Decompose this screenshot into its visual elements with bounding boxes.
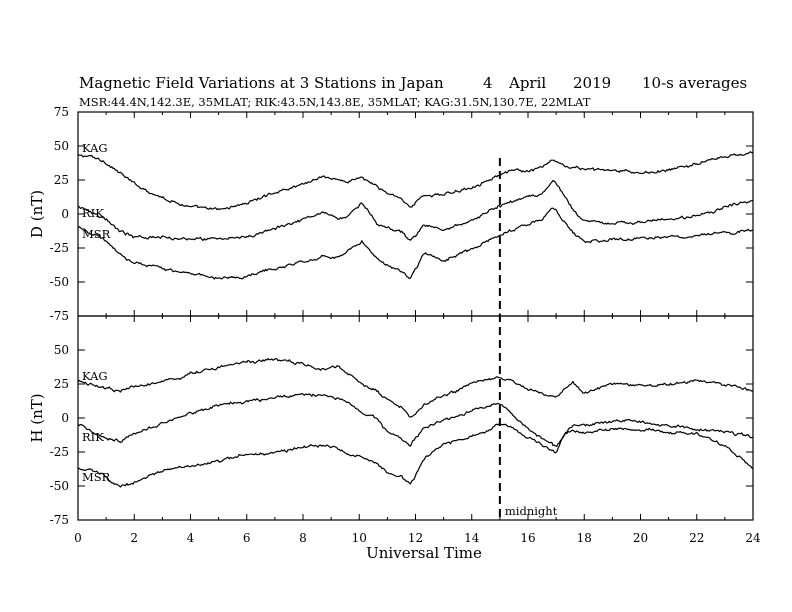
y-tick-label: 50 <box>54 139 69 153</box>
y-tick-label: 0 <box>61 411 69 425</box>
station-info: MSR:44.4N,142.3E, 35MLAT; RIK:43.5N,143.… <box>79 95 591 109</box>
series-line-kag <box>77 151 754 211</box>
x-tick-label: 14 <box>464 531 480 545</box>
y-tick-label: 50 <box>54 343 69 357</box>
y-tick-label: -25 <box>50 241 69 255</box>
y-tick-label: 25 <box>54 173 69 187</box>
x-tick-label: 12 <box>408 531 423 545</box>
series-line-msr <box>77 422 754 488</box>
y-tick-label: -25 <box>50 445 69 459</box>
x-tick-label: 6 <box>243 531 251 545</box>
x-axis-label: Universal Time <box>366 544 482 562</box>
series-label-rik: RIK <box>82 206 104 220</box>
series-line-rik <box>77 179 754 241</box>
y-axis-label: D (nT) <box>28 190 46 238</box>
y-tick-label: 0 <box>61 207 69 221</box>
x-tick-label: 0 <box>74 531 82 545</box>
series-label-rik: RIK <box>82 430 104 444</box>
x-tick-label: 8 <box>299 531 307 545</box>
y-tick-label: -50 <box>50 275 69 289</box>
x-tick-label: 4 <box>187 531 195 545</box>
series-label-msr: MSR <box>82 227 111 241</box>
y-tick-label: 75 <box>54 105 69 119</box>
series-label-msr: MSR <box>82 470 111 484</box>
y-axis-label: H (nT) <box>28 393 46 442</box>
y-tick-label: -75 <box>50 309 69 323</box>
averaging-note: 10-s averages <box>642 74 747 92</box>
midnight-label: midnight <box>505 504 558 518</box>
x-tick-label: 18 <box>577 531 592 545</box>
series-line-msr <box>77 207 754 280</box>
date-year: 2019 <box>573 74 611 92</box>
panel-frame <box>77 111 754 317</box>
y-tick-label: 25 <box>54 377 69 391</box>
x-tick-label: 2 <box>130 531 138 545</box>
x-tick-label: 16 <box>520 531 535 545</box>
series-line-rik <box>77 392 754 447</box>
date-day: 4 <box>483 74 493 92</box>
y-tick-label: -50 <box>50 479 69 493</box>
x-tick-label: 20 <box>633 531 648 545</box>
date-month: April <box>508 74 546 92</box>
plot-area: 75 50 25 0 -25 -50 -75 D (nT) KAG RIK MSR 50 25 0 -25 -… <box>28 105 761 545</box>
chart-title: Magnetic Field Variations at 3 Stations … <box>79 74 444 92</box>
x-tick-label: 22 <box>689 531 704 545</box>
x-tick-label: 24 <box>745 531 761 545</box>
series-line-kag <box>77 358 754 418</box>
y-tick-label: -75 <box>50 513 69 527</box>
series-label-kag: KAG <box>82 141 108 155</box>
series-label-kag: KAG <box>82 369 108 383</box>
x-tick-label: 10 <box>352 531 367 545</box>
